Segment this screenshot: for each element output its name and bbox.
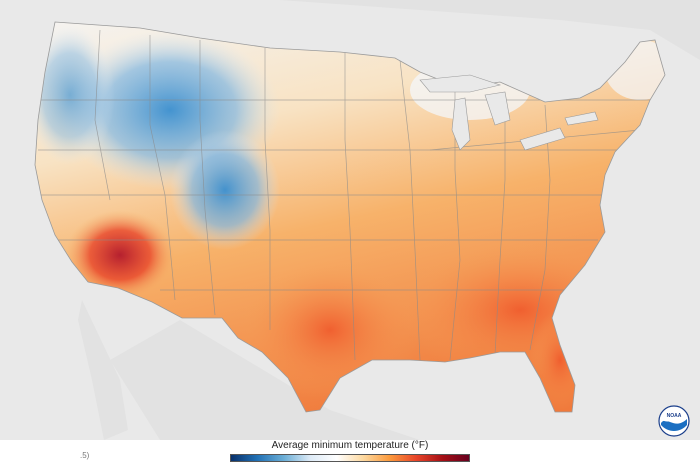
baja-peninsula <box>78 300 128 440</box>
noaa-logo-icon: NOAA <box>658 405 690 437</box>
legend-color-scale <box>230 454 470 462</box>
mexico-landmass <box>110 320 420 440</box>
map-footer: .5) Average minimum temperature (°F) <box>0 440 700 466</box>
footnote-text: .5) <box>80 451 90 460</box>
us-outline <box>34 21 666 413</box>
noaa-logo-label: NOAA <box>667 413 682 419</box>
legend-title: Average minimum temperature (°F) <box>271 440 429 451</box>
hot-region-southwest <box>65 210 175 300</box>
color-legend: Average minimum temperature (°F) <box>230 440 470 462</box>
temperature-map: NOAA <box>0 0 700 440</box>
cold-region-rockies <box>170 130 280 250</box>
map-canvas <box>0 0 700 440</box>
great-lakes <box>419 74 599 151</box>
canada-landmass <box>0 0 700 60</box>
